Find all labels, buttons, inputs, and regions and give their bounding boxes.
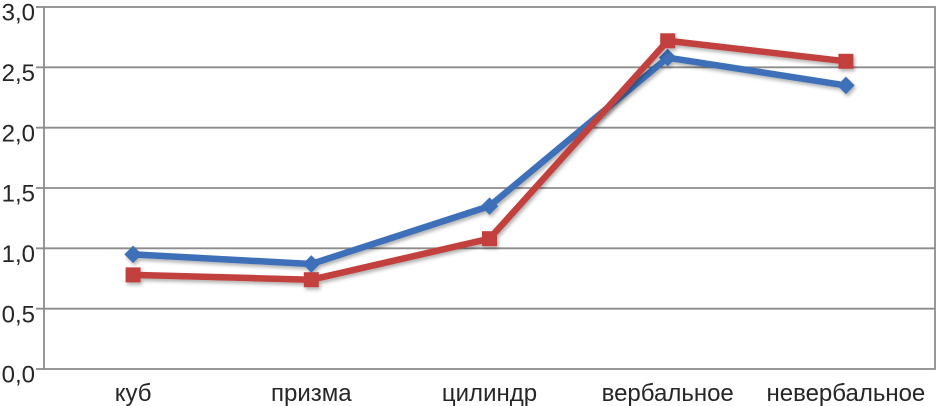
x-category-label: невербальное: [767, 380, 926, 406]
y-tick-label: 1,0: [2, 241, 35, 268]
y-tick-label: 0,0: [2, 362, 35, 389]
x-category-label: вербальное: [602, 380, 734, 406]
y-tick-label: 2,5: [2, 60, 35, 87]
x-category-label: куб: [115, 380, 152, 406]
y-tick-label: 0,5: [2, 301, 35, 328]
data-point-marker-diamond: [302, 255, 321, 273]
data-point-marker-square: [125, 267, 141, 283]
x-category-label: цилиндр: [442, 380, 537, 406]
x-category-label: призма: [271, 380, 352, 406]
data-point-marker-diamond: [124, 245, 142, 264]
data-point-marker-diamond: [837, 76, 855, 95]
series-red-square: [125, 33, 854, 288]
y-tick-label: 3,0: [2, 0, 35, 27]
data-point-marker-square: [838, 53, 854, 69]
y-tick-label: 1,5: [2, 181, 35, 208]
data-point-marker-square: [482, 231, 497, 247]
data-point-marker-diamond: [658, 48, 677, 67]
data-point-marker-square: [660, 33, 676, 49]
data-point-marker-square: [303, 272, 319, 288]
y-tick-label: 2,0: [2, 120, 35, 147]
